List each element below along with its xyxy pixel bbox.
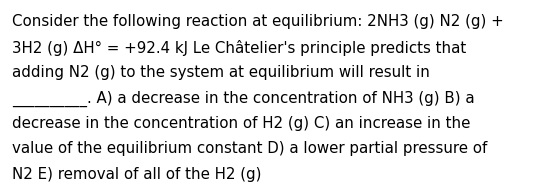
Text: 3H2 (g) ΔH° = +92.4 kJ Le Châtelier's principle predicts that: 3H2 (g) ΔH° = +92.4 kJ Le Châtelier's pr… — [12, 39, 466, 55]
Text: Consider the following reaction at equilibrium: 2NH3 (g) N2 (g) +: Consider the following reaction at equil… — [12, 14, 504, 29]
Text: N2 E) removal of all of the H2 (g): N2 E) removal of all of the H2 (g) — [12, 167, 262, 182]
Text: adding N2 (g) to the system at equilibrium will result in: adding N2 (g) to the system at equilibri… — [12, 65, 430, 80]
Text: value of the equilibrium constant D) a lower partial pressure of: value of the equilibrium constant D) a l… — [12, 142, 487, 156]
Text: decrease in the concentration of H2 (g) C) an increase in the: decrease in the concentration of H2 (g) … — [12, 116, 470, 131]
Text: __________. A) a decrease in the concentration of NH3 (g) B) a: __________. A) a decrease in the concent… — [12, 90, 475, 107]
